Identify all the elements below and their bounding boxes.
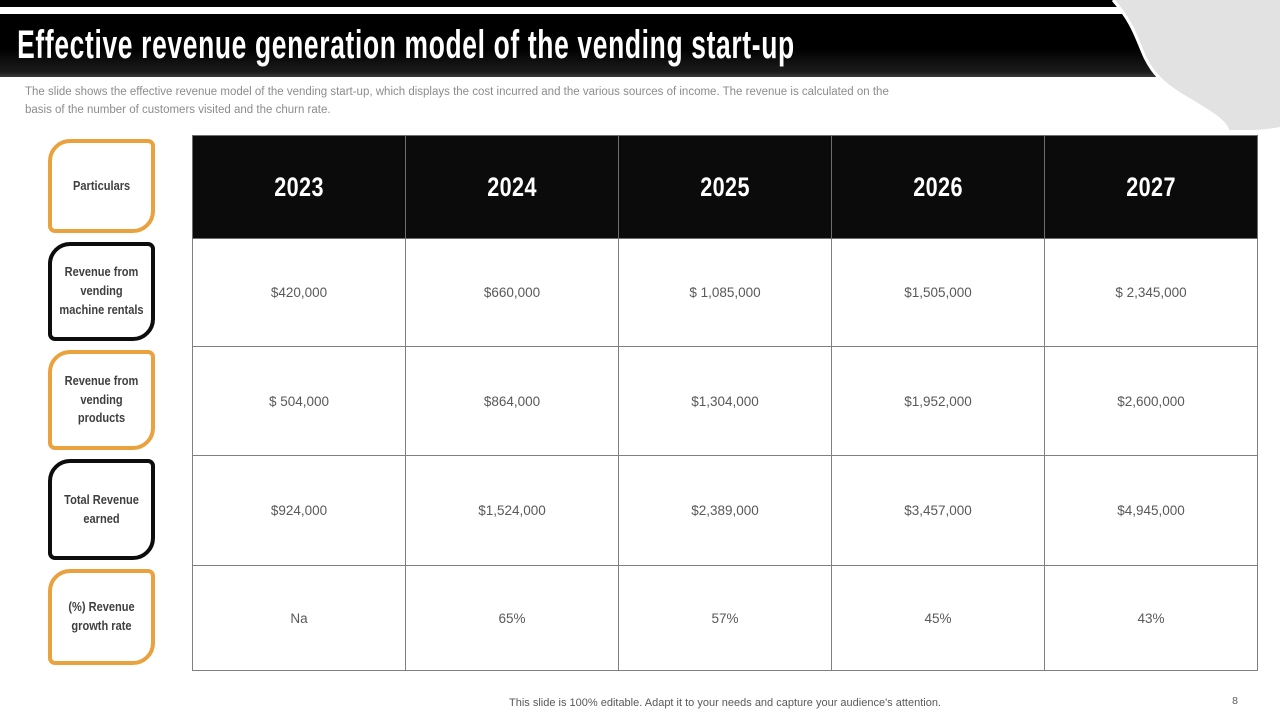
year-header-text: 2027 <box>1126 171 1176 202</box>
year-header-text: 2026 <box>913 171 963 202</box>
table-cell: $1,524,000 <box>405 455 619 566</box>
corner-blob-decoration <box>1111 0 1280 130</box>
table-row: Na 65% 57% 45% 43% <box>192 565 1258 671</box>
row-label-box: (%) Revenue growth rate <box>48 569 155 665</box>
table-cell: $1,505,000 <box>831 238 1045 347</box>
table-cell: $924,000 <box>192 455 406 566</box>
table-row: $ 504,000 $864,000 $1,304,000 $1,952,000 $2,… <box>192 346 1258 456</box>
table-cell: $ 1,085,000 <box>618 238 832 347</box>
row-label-text: Total Revenue earned <box>64 491 139 526</box>
top-accent-strip <box>0 0 1130 7</box>
title-bar: Effective revenue generation model of th… <box>0 14 1280 77</box>
revenue-table: 2023 2024 2025 2026 2027 $420,000 $660,000 $ 1,… <box>192 135 1258 671</box>
table-cell: 45% <box>831 565 1045 671</box>
table-cell: $420,000 <box>192 238 406 347</box>
table-cell: $660,000 <box>405 238 619 347</box>
year-header-text: 2025 <box>700 171 750 202</box>
table-header-cell: 2025 <box>618 135 832 239</box>
table-cell: 57% <box>618 565 832 671</box>
table-row: $924,000 $1,524,000 $2,389,000 $3,457,000 $4… <box>192 455 1258 566</box>
table-cell: $3,457,000 <box>831 455 1045 566</box>
footer-note: This slide is 100% editable. Adapt it to… <box>509 697 941 709</box>
table-row: $420,000 $660,000 $ 1,085,000 $1,505,000 $ 2… <box>192 238 1258 347</box>
table-header-cell: 2027 <box>1044 135 1258 239</box>
row-label-box: Revenue from vending machine rentals <box>48 242 155 341</box>
table-cell: $ 2,345,000 <box>1044 238 1258 347</box>
table-header-cell: 2024 <box>405 135 619 239</box>
page-number: 8 <box>1232 695 1238 707</box>
row-labels-column: Particulars Revenue from vending machine … <box>48 135 163 670</box>
row-label-box: Revenue from vending products <box>48 350 155 450</box>
table-cell: $2,389,000 <box>618 455 832 566</box>
column-label-particulars: Particulars <box>48 139 155 233</box>
year-header-text: 2024 <box>487 171 537 202</box>
year-header-text: 2023 <box>274 171 324 202</box>
table-cell: Na <box>192 565 406 671</box>
table-cell: 65% <box>405 565 619 671</box>
table-cell: $2,600,000 <box>1044 346 1258 456</box>
table-cell: $ 504,000 <box>192 346 406 456</box>
table-cell: $4,945,000 <box>1044 455 1258 566</box>
table-header-cell: 2023 <box>192 135 406 239</box>
table-cell: $1,304,000 <box>618 346 832 456</box>
slide-title: Effective revenue generation model of th… <box>17 23 795 67</box>
slide-description: The slide shows the effective revenue mo… <box>25 86 889 116</box>
table-cell: $1,952,000 <box>831 346 1045 456</box>
row-label-text: Particulars <box>72 177 131 193</box>
table-cell: 43% <box>1044 565 1258 671</box>
row-label-text: Revenue from vending products <box>64 372 139 426</box>
row-label-text: Revenue from vending machine rentals <box>59 264 144 317</box>
table-header-cell: 2026 <box>831 135 1045 239</box>
row-label-box: Total Revenue earned <box>48 459 155 560</box>
table-cell: $864,000 <box>405 346 619 456</box>
row-label-text: (%) Revenue growth rate <box>68 599 135 633</box>
